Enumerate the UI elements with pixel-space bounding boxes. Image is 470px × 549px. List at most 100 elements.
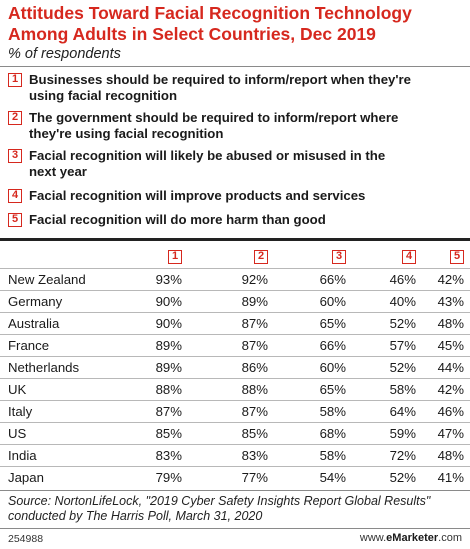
source-line-1: Source: NortonLifeLock, "2019 Cyber Safe… [8, 494, 431, 508]
value-cell-col-1: 89% [155, 360, 182, 375]
column-header-3: 3 [296, 246, 346, 264]
value-cell-col-3: 66% [319, 272, 346, 287]
country-label: Japan [8, 470, 44, 485]
legend-number-badge: 4 [8, 189, 22, 203]
value-cell-col-3: 58% [319, 448, 346, 463]
table-row: Japan 79% 77% 54% 52% 41% [0, 466, 470, 488]
chart-title-line-1: Attitudes Toward Facial Recognition Tech… [8, 3, 412, 23]
value-cell-col-5: 47% [437, 426, 464, 441]
legend-text-line-1: Facial recognition will do more harm tha… [29, 212, 326, 227]
column-number-badge: 4 [402, 250, 416, 264]
table-row: India 83% 83% 58% 72% 48% [0, 444, 470, 466]
legend-item-5: 5 Facial recognition will do more harm t… [8, 206, 468, 230]
value-cell-col-4: 46% [389, 272, 416, 287]
value-cell-col-5: 48% [437, 448, 464, 463]
source-line-2: conducted by The Harris Poll, March 31, … [8, 509, 263, 523]
value-cell-col-1: 79% [155, 470, 182, 485]
chart-subtitle: % of respondents [8, 46, 121, 62]
value-cell-col-4: 52% [389, 470, 416, 485]
value-cell-col-3: 66% [319, 338, 346, 353]
value-cell-col-3: 65% [319, 316, 346, 331]
value-cell-col-3: 54% [319, 470, 346, 485]
legend-number-badge: 3 [8, 149, 22, 163]
table-row: Italy 87% 87% 58% 64% 46% [0, 400, 470, 422]
brand-link[interactable]: www.eMarketer.com [360, 532, 462, 544]
legend-text-line-1: Facial recognition will likely be abused… [29, 148, 386, 163]
column-header-1: 1 [132, 246, 182, 264]
value-cell-col-3: 60% [319, 360, 346, 375]
column-header-4: 4 [366, 246, 416, 264]
value-cell-col-2: 86% [241, 360, 268, 375]
country-label: US [8, 426, 27, 441]
value-cell-col-1: 87% [155, 404, 182, 419]
country-label: New Zealand [8, 272, 86, 287]
legend-number-badge: 1 [8, 73, 22, 87]
brand-prefix: www. [359, 532, 387, 544]
brand-name: eMarketer [386, 532, 439, 544]
country-label: India [8, 448, 37, 463]
chart-title-line-2: Among Adults in Select Countries, Dec 20… [8, 24, 376, 44]
country-label: Germany [8, 294, 63, 309]
table-row: Germany 90% 89% 60% 40% 43% [0, 290, 470, 312]
country-label: Australia [8, 316, 60, 331]
value-cell-col-5: 42% [437, 382, 464, 397]
value-cell-col-2: 87% [241, 404, 268, 419]
table-row: UK 88% 88% 65% 58% 42% [0, 378, 470, 400]
value-cell-col-4: 72% [389, 448, 416, 463]
column-number-badge: 5 [450, 250, 464, 264]
value-cell-col-2: 88% [241, 382, 268, 397]
value-cell-col-1: 89% [155, 338, 182, 353]
legend-item-3: 3 Facial recognition will likely be abus… [8, 144, 468, 182]
column-header-2: 2 [218, 246, 268, 264]
legend-text-line-2: next year [29, 164, 87, 179]
column-header-5: 5 [414, 246, 464, 264]
chart-id: 254988 [8, 533, 44, 545]
value-cell-col-3: 65% [319, 382, 346, 397]
legend-number-badge: 5 [8, 213, 22, 227]
column-number-badge: 2 [254, 250, 268, 264]
legend-text-line-2: using facial recognition [29, 88, 178, 103]
value-cell-col-2: 89% [241, 294, 268, 309]
source-note: Source: NortonLifeLock, "2019 Cyber Safe… [8, 494, 468, 524]
value-cell-col-4: 52% [389, 316, 416, 331]
value-cell-col-1: 93% [155, 272, 182, 287]
value-cell-col-4: 57% [389, 338, 416, 353]
value-cell-col-2: 85% [241, 426, 268, 441]
legend-text-line-1: Facial recognition will improve products… [29, 188, 366, 203]
value-cell-col-1: 90% [155, 294, 182, 309]
data-table: New Zealand 93% 92% 66% 46% 42% Germany 90% 89% 6… [0, 268, 470, 488]
source-divider [0, 490, 470, 491]
legend-text-line-1: The government should be required to inf… [29, 110, 399, 125]
column-number-badge: 1 [168, 250, 182, 264]
top-divider [0, 66, 470, 67]
value-cell-col-5: 44% [437, 360, 464, 375]
value-cell-col-1: 83% [155, 448, 182, 463]
legend: 1 Businesses should be required to infor… [8, 72, 468, 230]
value-cell-col-5: 48% [437, 316, 464, 331]
chart-title: Attitudes Toward Facial Recognition Tech… [8, 3, 464, 45]
value-cell-col-3: 68% [319, 426, 346, 441]
legend-item-1: 1 Businesses should be required to infor… [8, 72, 468, 106]
value-cell-col-1: 85% [155, 426, 182, 441]
brand-suffix: .com [438, 532, 462, 544]
value-cell-col-1: 90% [155, 316, 182, 331]
legend-item-4: 4 Facial recognition will improve produc… [8, 182, 468, 206]
value-cell-col-4: 59% [389, 426, 416, 441]
value-cell-col-2: 77% [241, 470, 268, 485]
value-cell-col-1: 88% [155, 382, 182, 397]
value-cell-col-3: 58% [319, 404, 346, 419]
value-cell-col-5: 46% [437, 404, 464, 419]
legend-number-badge: 2 [8, 111, 22, 125]
value-cell-col-4: 40% [389, 294, 416, 309]
value-cell-col-2: 83% [241, 448, 268, 463]
value-cell-col-2: 87% [241, 316, 268, 331]
value-cell-col-2: 92% [241, 272, 268, 287]
country-label: Netherlands [8, 360, 80, 375]
value-cell-col-4: 64% [389, 404, 416, 419]
footer-divider [0, 528, 470, 529]
value-cell-col-5: 43% [437, 294, 464, 309]
table-row: France 89% 87% 66% 57% 45% [0, 334, 470, 356]
legend-text-line-1: Businesses should be required to inform/… [29, 72, 411, 87]
table-row: Australia 90% 87% 65% 52% 48% [0, 312, 470, 334]
table-row: US 85% 85% 68% 59% 47% [0, 422, 470, 444]
